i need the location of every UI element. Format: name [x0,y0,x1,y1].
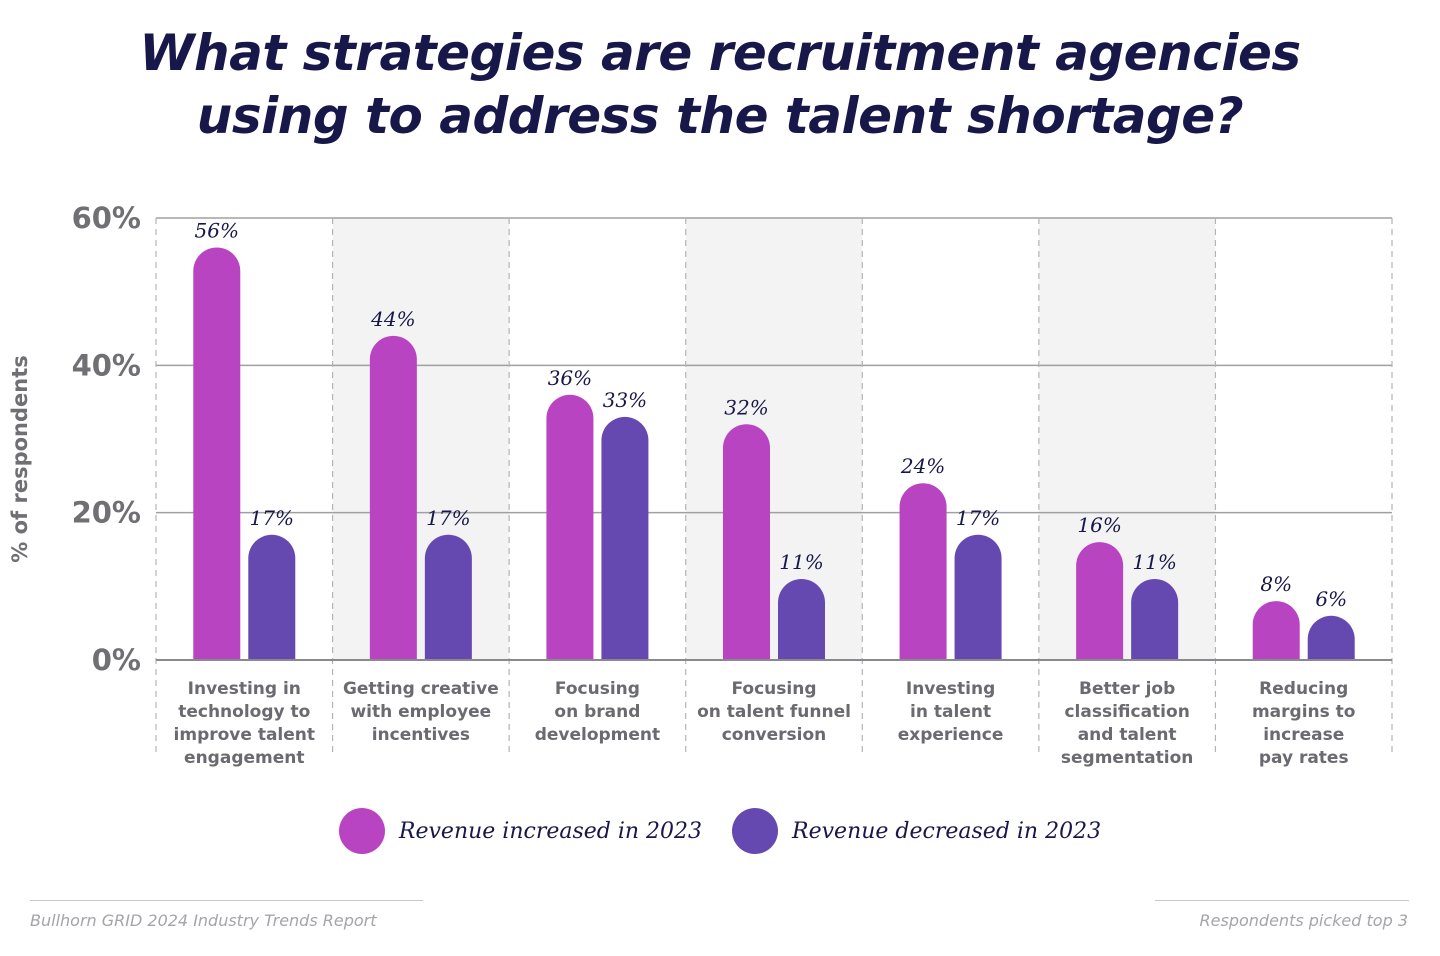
category-label-1-line-2: incentives [372,725,470,745]
category-band-3 [685,218,863,660]
bar-increased-2 [546,394,594,660]
category-label-6-line-0: Reducing [1259,679,1348,699]
category-label-6-line-1: margins to [1252,702,1356,722]
legend-swatch-decreased [732,808,779,854]
bar-decreased-6 [1307,615,1355,660]
chart-legend: Revenue increased in 2023 Revenue decrea… [0,808,1440,854]
category-label-2-line-1: on brand [554,702,640,722]
category-label-5-line-1: classification [1064,702,1189,722]
category-label-0-line-2: improve talent [174,725,316,745]
y-tick-label-1: 20% [72,496,141,530]
footer-source: Bullhorn GRID 2024 Industry Trends Repor… [30,911,377,930]
category-label-4-line-0: Investing [906,679,995,699]
bar-value-label-decreased-3: 11% [779,550,823,574]
bar-increased-6 [1252,601,1300,660]
bar-value-label-decreased-6: 6% [1315,587,1347,611]
bar-increased-0 [193,247,241,660]
category-label-5-line-2: and talent [1078,725,1177,745]
bar-increased-1 [369,335,417,660]
footer-divider-left [30,900,423,901]
category-label-5-line-3: segmentation [1061,748,1194,768]
bar-value-label-increased-0: 56% [195,218,239,242]
y-tick-label-3: 60% [72,201,141,235]
chart-title: What strategies are recruitment agencies… [0,22,1440,148]
y-tick-label-2: 40% [72,348,141,382]
bar-decreased-5 [1131,578,1179,660]
footer-note: Respondents picked top 3 [1199,911,1408,930]
category-label-5-line-0: Better job [1079,679,1175,699]
category-label-4-line-1: in talent [910,702,991,722]
category-label-0-line-3: engagement [184,748,304,768]
bar-value-label-increased-1: 44% [370,307,415,331]
category-label-6-line-3: pay rates [1259,748,1349,768]
bar-value-label-decreased-5: 11% [1132,550,1176,574]
y-tick-label-0: 0% [92,643,141,677]
bar-chart: 0% 20% 40% 60% % of respondents 56% 17% 44% 17% 3… [8,201,1393,768]
bar-decreased-3 [778,578,825,660]
footer-divider-right [1155,900,1409,901]
category-label-6-line-2: increase [1263,725,1344,745]
bar-value-label-decreased-4: 17% [956,506,1000,530]
bar-value-label-increased-4: 24% [900,454,945,478]
category-label-0-line-1: technology to [178,702,310,722]
category-band-5 [1038,218,1216,660]
category-label-1-line-0: Getting creative [343,679,499,699]
category-label-2-line-2: development [535,725,660,745]
bar-value-label-decreased-1: 17% [426,506,470,530]
bar-value-label-increased-2: 36% [548,366,592,390]
category-label-3-line-2: conversion [722,725,827,745]
chart-title-line-2: using to address the talent shortage? [196,87,1244,145]
bar-value-label-increased-5: 16% [1077,513,1121,537]
bar-value-label-decreased-0: 17% [250,506,294,530]
bar-decreased-4 [954,534,1002,660]
legend-label-increased: Revenue increased in 2023 [398,818,703,844]
legend-item-increased: Revenue increased in 2023 [338,808,703,854]
category-label-1-line-1: with employee [350,702,491,722]
y-axis-label: % of respondents [8,355,32,563]
bar-decreased-2 [601,416,649,660]
bar-value-label-increased-3: 32% [724,395,768,419]
category-label-3-line-1: on talent funnel [697,702,851,722]
bar-decreased-0 [248,534,296,660]
category-label-4-line-2: experience [898,725,1004,745]
bar-increased-5 [1076,542,1124,660]
category-band-1 [332,218,510,660]
legend-label-decreased: Revenue decreased in 2023 [792,818,1102,844]
bar-increased-3 [723,424,770,660]
bar-decreased-1 [424,534,472,660]
legend-swatch-increased [338,808,385,854]
category-label-2-line-0: Focusing [555,679,640,699]
chart-title-line-1: What strategies are recruitment agencies [139,24,1301,82]
bar-value-label-decreased-2: 33% [603,388,647,412]
category-label-0-line-0: Investing in [188,679,301,699]
bar-increased-4 [899,483,947,660]
bar-value-label-increased-6: 8% [1260,572,1292,596]
legend-item-decreased: Revenue decreased in 2023 [732,808,1101,854]
category-label-3-line-0: Focusing [732,679,817,699]
